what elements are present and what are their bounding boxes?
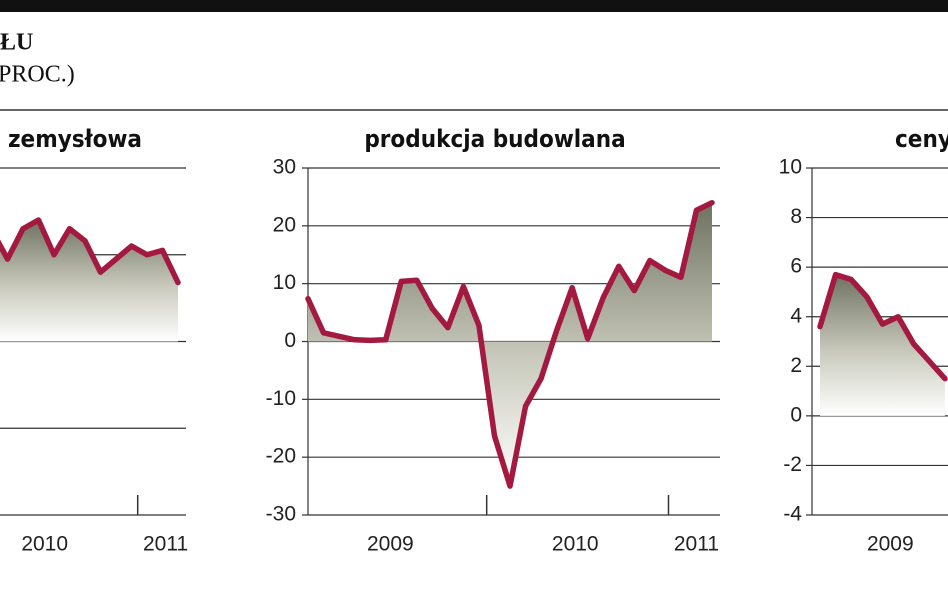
chart-title: produkcja budowlana — [364, 125, 625, 153]
x-tick-label: 2011 — [674, 533, 719, 556]
line — [817, 271, 948, 382]
y-tick-label: 2 — [790, 354, 802, 377]
header-line2: PROC.) — [0, 62, 75, 88]
y-tick-label: 4 — [790, 304, 802, 327]
chart-title: ceny — [895, 125, 948, 153]
x-tick-label: 2010 — [21, 533, 68, 556]
y-tick-label: 30 — [273, 156, 296, 179]
y-tick-label: 0 — [284, 329, 296, 352]
y-tick-label: -4 — [783, 503, 802, 526]
y-tick-label: 0 — [790, 403, 802, 426]
header-line1: ŁU — [0, 30, 33, 56]
y-tick-label: 6 — [790, 255, 802, 278]
x-tick-label: 2009 — [867, 533, 914, 556]
y-tick-label: -2 — [783, 453, 802, 476]
y-tick-label: -30 — [266, 503, 296, 526]
area — [820, 274, 945, 416]
y-tick-label: 20 — [273, 213, 296, 236]
x-tick-label: 2010 — [552, 533, 599, 556]
y-tick-label: 8 — [790, 205, 802, 228]
x-tick-label: 2011 — [143, 533, 188, 556]
y-tick-label: -20 — [266, 445, 296, 468]
line — [305, 199, 715, 489]
area — [0, 220, 178, 342]
y-tick-label: -10 — [266, 387, 296, 410]
line — [0, 217, 181, 286]
x-tick-label: 2009 — [367, 533, 414, 556]
area — [308, 202, 712, 487]
chart-title: zemysłowa — [8, 125, 142, 153]
top-bar — [0, 0, 948, 12]
y-tick-label: 10 — [779, 156, 802, 179]
y-tick-label: 10 — [273, 271, 296, 294]
